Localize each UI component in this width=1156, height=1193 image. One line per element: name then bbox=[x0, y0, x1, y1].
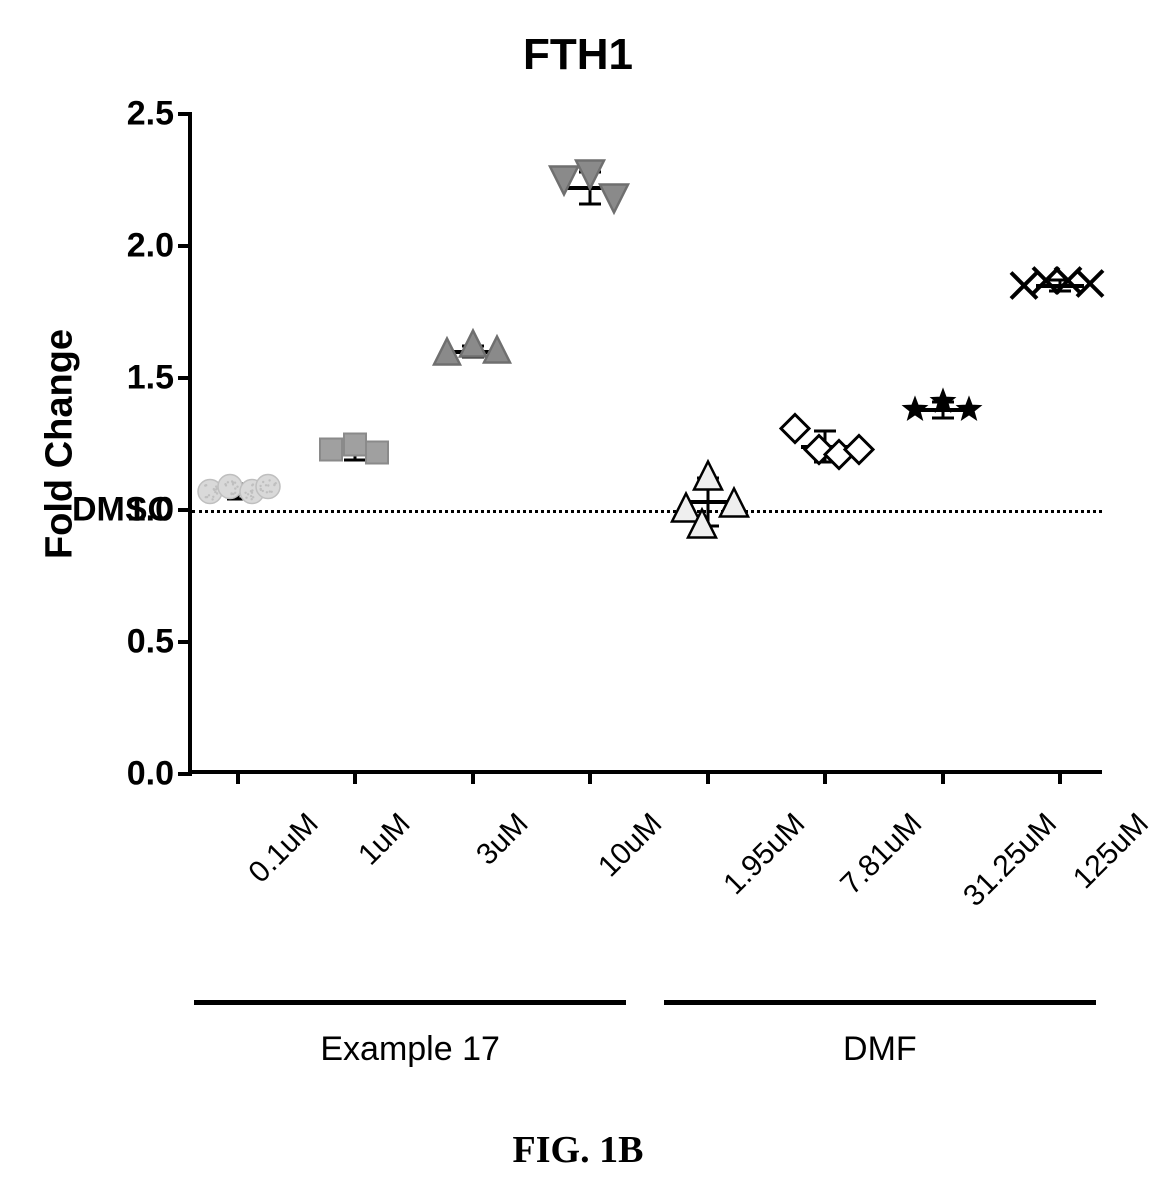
x-tick-label: 7.81uM bbox=[834, 807, 929, 902]
data-point bbox=[363, 438, 391, 471]
data-point bbox=[481, 333, 513, 370]
group-bar bbox=[664, 1000, 1096, 1005]
y-tick bbox=[178, 640, 192, 644]
data-point bbox=[842, 432, 876, 471]
group-bar bbox=[194, 1000, 626, 1005]
reference-line bbox=[192, 510, 1102, 513]
x-tick bbox=[236, 770, 240, 784]
y-tick-label: 0.0 bbox=[127, 755, 174, 794]
x-tick-label: 1.95uM bbox=[717, 807, 812, 902]
x-tick bbox=[941, 770, 945, 784]
x-tick bbox=[823, 770, 827, 784]
x-tick bbox=[706, 770, 710, 784]
x-tick-label: 10uM bbox=[592, 807, 669, 884]
x-tick-label: 1uM bbox=[352, 807, 417, 872]
data-point bbox=[597, 182, 631, 221]
data-point bbox=[685, 506, 719, 545]
data-point bbox=[253, 471, 283, 506]
y-tick bbox=[178, 112, 192, 116]
figure-caption: FIG. 1B bbox=[0, 1128, 1156, 1172]
figure-container: FTH1 0.00.51.01.52.02.5DMSO Fold Change … bbox=[0, 0, 1156, 1193]
dmso-label: DMSO bbox=[72, 491, 174, 530]
data-point bbox=[900, 395, 930, 430]
y-tick bbox=[178, 244, 192, 248]
chart-title: FTH1 bbox=[0, 30, 1156, 80]
data-point bbox=[1074, 267, 1106, 304]
x-tick-label: 125uM bbox=[1067, 807, 1156, 896]
data-point bbox=[954, 395, 984, 430]
x-tick bbox=[1058, 770, 1062, 784]
group-label: Example 17 bbox=[320, 1030, 500, 1069]
y-tick-label: 2.5 bbox=[127, 95, 174, 134]
y-tick bbox=[178, 772, 192, 776]
y-axis-label: Fold Change bbox=[39, 329, 82, 559]
x-tick bbox=[353, 770, 357, 784]
y-tick bbox=[178, 508, 192, 512]
y-tick-label: 0.5 bbox=[127, 623, 174, 662]
x-tick bbox=[588, 770, 592, 784]
group-label: DMF bbox=[843, 1030, 917, 1069]
y-tick bbox=[178, 376, 192, 380]
x-tick-label: 31.25uM bbox=[957, 807, 1064, 914]
x-tick-label: 0.1uM bbox=[242, 807, 325, 890]
y-tick-label: 1.5 bbox=[127, 359, 174, 398]
data-point bbox=[717, 485, 751, 524]
y-tick-label: 2.0 bbox=[127, 227, 174, 266]
x-tick bbox=[471, 770, 475, 784]
plot-area: 0.00.51.01.52.02.5DMSO bbox=[188, 114, 1102, 774]
x-tick-label: 3uM bbox=[470, 807, 535, 872]
